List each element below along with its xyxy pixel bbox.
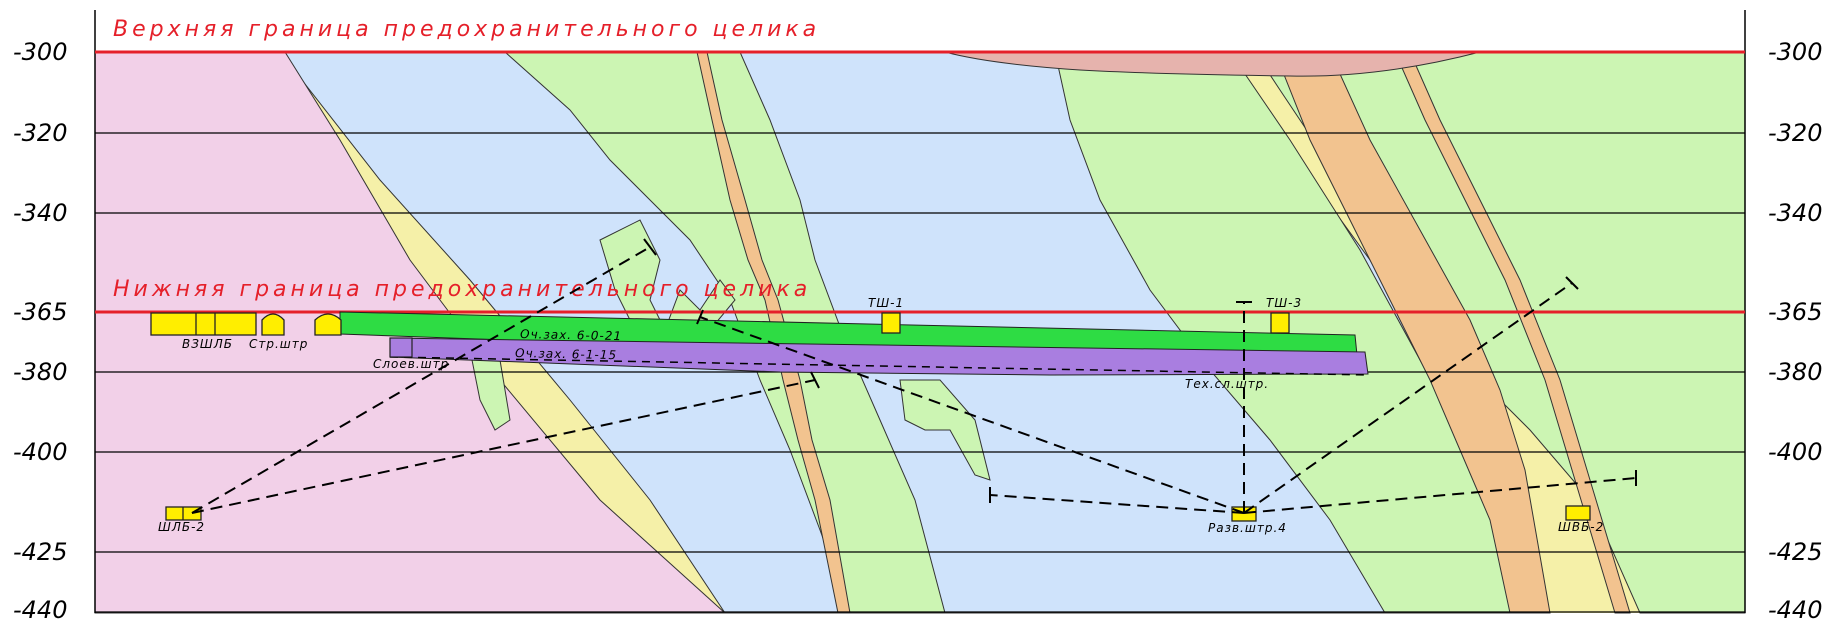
working-arch: [314, 313, 342, 336]
working-arch-str-shtr: [261, 313, 285, 336]
och-zah-label-2: Оч.зах. 6-1-15: [515, 346, 617, 362]
vshlb-label: ВЗШЛБ: [182, 337, 233, 351]
working-tsh3: [1270, 312, 1290, 334]
och-zah-label-1: Оч.зах. 6-0-21: [520, 327, 622, 343]
drill-holes: [191, 246, 1637, 514]
str-shtr-label: Стр.штр: [249, 337, 308, 351]
level-label-right: -400: [1768, 438, 1822, 466]
sloev-shtr-label: Слоев.штр: [373, 357, 449, 371]
working-sloev-shtr: [389, 337, 413, 358]
excavation-dashed-base: [389, 356, 1369, 376]
stratum-salmon-cap: [944, 51, 1481, 77]
drill-hole: [1243, 282, 1573, 514]
level-label-right: -380: [1768, 358, 1822, 386]
working-tsh1: [881, 312, 901, 334]
stratum-orange-east: [1394, 51, 1631, 614]
level-labels-right: -300 -320 -340 -365 -380 -400 -425 -440: [1768, 38, 1822, 623]
working-shvb2: [1565, 505, 1591, 521]
drill-hole: [989, 494, 1245, 514]
level-label-left: -425: [13, 538, 67, 566]
level-label-right: -365: [1768, 298, 1822, 326]
workings-west: [150, 312, 342, 336]
strata-layer: [94, 51, 1746, 614]
working-block-vshlb: [150, 312, 257, 336]
level-label-right: -320: [1768, 119, 1822, 147]
level-label-right: -300: [1768, 38, 1822, 66]
teh-sl-shtr-label: Тех.сл.штр.: [1185, 377, 1269, 391]
level-label-left: -365: [13, 298, 67, 326]
level-label-left: -400: [13, 438, 67, 466]
level-label-left: -340: [13, 199, 67, 227]
level-label-left: -320: [13, 119, 67, 147]
drill-hole: [191, 246, 651, 514]
level-label-right: -340: [1768, 199, 1822, 227]
level-grid: [95, 132, 1745, 613]
drill-hole: [699, 316, 1245, 514]
shlb2-label: ШЛБ-2: [158, 520, 205, 534]
level-labels-left: -300 -320 -340 -365 -380 -400 -425 -440: [13, 38, 67, 623]
upper-boundary-label: Верхняя граница предохранительного целик…: [113, 17, 820, 42]
level-label-left: -300: [13, 38, 67, 66]
level-label-left: -380: [13, 358, 67, 386]
lower-boundary-label: Нижняя граница предохранительного целика: [113, 277, 811, 302]
stratum-green-tongue-3: [899, 379, 991, 481]
shvb2-label: ШВБ-2: [1558, 520, 1604, 534]
stratum-orange-main: [1274, 51, 1551, 614]
level-label-right: -440: [1768, 596, 1822, 623]
level-label-left: -440: [13, 596, 67, 623]
tsh3-label: ТШ-3: [1266, 296, 1302, 310]
level-label-right: -425: [1768, 538, 1822, 566]
razv-shtr4-label: Разв.штр.4: [1208, 521, 1287, 535]
tsh1-label: ТШ-1: [868, 296, 904, 310]
drill-hole: [1243, 477, 1637, 514]
drill-hole-ends: [643, 238, 1637, 503]
drill-hole: [191, 379, 816, 514]
